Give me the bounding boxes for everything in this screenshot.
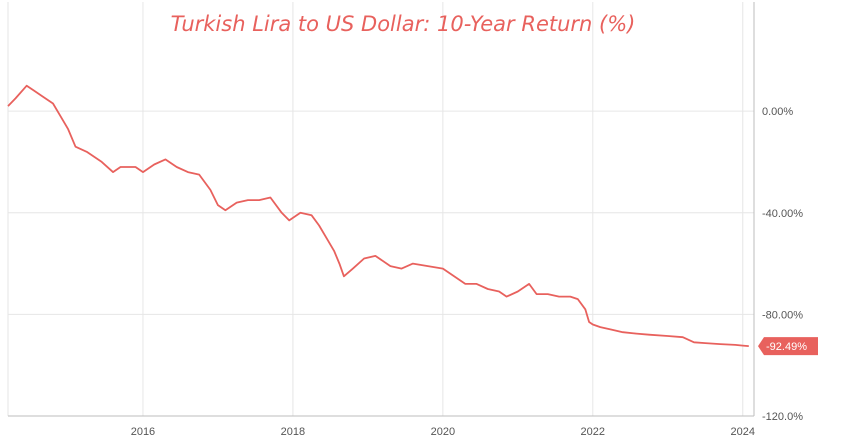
last-value-badge-shape bbox=[758, 337, 818, 356]
x-tick-label: 2022 bbox=[581, 426, 605, 438]
last-value-badge: -92.49% bbox=[758, 337, 818, 356]
y-tick-labels: 0.00% -40.00% -80.00% -120.0% bbox=[762, 106, 803, 423]
series-line bbox=[7, 84, 749, 347]
y-tick-label: 0.00% bbox=[762, 106, 793, 118]
x-tick-labels: 2016 2018 2020 2022 2024 bbox=[131, 426, 755, 438]
y-tick-label: -40.00% bbox=[762, 208, 803, 220]
last-value-label: -92.49% bbox=[766, 341, 807, 353]
chart-title: Turkish Lira to US Dollar: 10-Year Retur… bbox=[171, 12, 636, 36]
y-tick-label: -120.0% bbox=[762, 411, 803, 423]
x-tick-label: 2018 bbox=[281, 426, 305, 438]
y-tick-label: -80.00% bbox=[762, 309, 803, 321]
x-tick-label: 2024 bbox=[731, 426, 755, 438]
x-tick-label: 2016 bbox=[131, 426, 155, 438]
gridlines bbox=[7, 2, 754, 417]
x-tick-label: 2020 bbox=[431, 426, 455, 438]
